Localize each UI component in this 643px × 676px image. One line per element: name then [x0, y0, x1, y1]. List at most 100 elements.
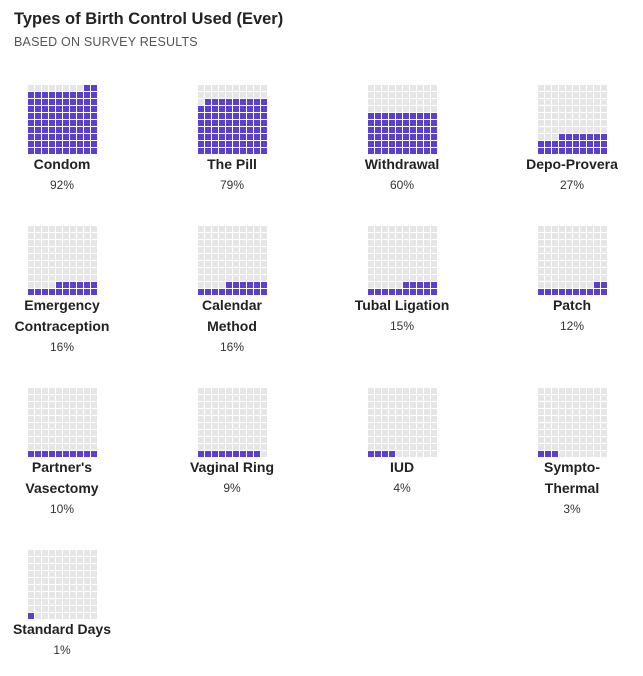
waffle-cell-empty	[28, 254, 34, 260]
waffle-cell-empty	[587, 99, 593, 105]
waffle-cell-empty	[84, 578, 90, 584]
waffle-cell-empty	[219, 430, 225, 436]
waffle-cell-empty	[587, 388, 593, 394]
waffle-cell-filled	[254, 148, 260, 154]
waffle-panel: Partner's Vasectomy 10%	[25, 388, 99, 516]
waffle-cell-empty	[91, 395, 97, 401]
waffle-cell-empty	[198, 409, 204, 415]
waffle-cell-filled	[42, 120, 48, 126]
category-value: 16%	[50, 340, 74, 354]
waffle-cell-empty	[70, 416, 76, 422]
waffle-cell-empty	[254, 444, 260, 450]
waffle-cell-filled	[233, 451, 239, 457]
waffle-cell-filled	[212, 99, 218, 105]
waffle-cell-filled	[375, 120, 381, 126]
waffle-cell-empty	[91, 571, 97, 577]
waffle-cell-filled	[431, 127, 437, 133]
waffle-cell-empty	[240, 226, 246, 232]
waffle-cell-filled	[198, 134, 204, 140]
waffle-cell-empty	[219, 247, 225, 253]
waffle-cell-empty	[601, 226, 607, 232]
category-label: Patch	[553, 297, 591, 313]
waffle-cell-empty	[91, 240, 97, 246]
waffle-cell-empty	[424, 275, 430, 281]
waffle-cell-empty	[91, 613, 97, 619]
waffle-cell-filled	[566, 134, 572, 140]
waffle-cell-empty	[368, 261, 374, 267]
waffle-cell-filled	[49, 141, 55, 147]
waffle-cell-empty	[538, 226, 544, 232]
waffle-cell-filled	[247, 289, 253, 295]
waffle-cell-empty	[552, 437, 558, 443]
waffle-cell-empty	[410, 106, 416, 112]
waffle-cell-filled	[91, 282, 97, 288]
waffle-cell-empty	[205, 85, 211, 91]
waffle-cell-empty	[240, 402, 246, 408]
waffle-cell-empty	[49, 423, 55, 429]
waffle-cell-filled	[212, 148, 218, 154]
waffle-cell-empty	[91, 247, 97, 253]
waffle-cell-empty	[254, 233, 260, 239]
waffle-cell-empty	[375, 254, 381, 260]
waffle-cell-empty	[35, 402, 41, 408]
waffle-cell-empty	[261, 388, 267, 394]
waffle-cell-empty	[601, 402, 607, 408]
waffle-cell-empty	[28, 261, 34, 267]
waffle-cell-empty	[403, 451, 409, 457]
waffle-cell-empty	[538, 247, 544, 253]
category-label: Condom	[34, 156, 91, 172]
waffle-cell-empty	[410, 437, 416, 443]
waffle-cell-empty	[233, 233, 239, 239]
waffle-cell-empty	[368, 268, 374, 274]
waffle-cell-empty	[431, 99, 437, 105]
waffle-cell-empty	[368, 99, 374, 105]
waffle-cell-filled	[573, 134, 579, 140]
waffle-cell-empty	[49, 557, 55, 563]
waffle-cell-empty	[601, 120, 607, 126]
waffle-cell-empty	[424, 444, 430, 450]
waffle-cell-empty	[247, 395, 253, 401]
waffle-cell-empty	[545, 268, 551, 274]
waffle-cell-filled	[63, 134, 69, 140]
waffle-cell-empty	[566, 395, 572, 401]
waffle-cell-empty	[389, 416, 395, 422]
waffle-cell-empty	[573, 233, 579, 239]
waffle-cell-empty	[538, 106, 544, 112]
waffle-cell-empty	[552, 402, 558, 408]
waffle-cell-empty	[559, 85, 565, 91]
waffle-cell-filled	[70, 127, 76, 133]
waffle-cell-empty	[375, 430, 381, 436]
waffle-cell-empty	[538, 402, 544, 408]
waffle-cell-empty	[594, 268, 600, 274]
category-label: Emergency	[24, 297, 100, 313]
waffle-cell-empty	[261, 240, 267, 246]
waffle-cell-empty	[431, 275, 437, 281]
waffle-cell-empty	[91, 564, 97, 570]
waffle-cell-empty	[566, 409, 572, 415]
waffle-cell-empty	[389, 388, 395, 394]
waffle-cell-empty	[382, 409, 388, 415]
waffle-cell-empty	[594, 409, 600, 415]
waffle-cell-empty	[573, 99, 579, 105]
waffle-cell-empty	[63, 550, 69, 556]
waffle-cell-filled	[198, 451, 204, 457]
waffle-cell-empty	[219, 388, 225, 394]
waffle-cell-empty	[56, 226, 62, 232]
waffle-cell-empty	[212, 275, 218, 281]
waffle-cell-empty	[396, 402, 402, 408]
waffle-cell-empty	[56, 564, 62, 570]
waffle-cell-filled	[219, 99, 225, 105]
waffle-cell-empty	[594, 113, 600, 119]
waffle-cell-filled	[28, 289, 34, 295]
waffle-cell-empty	[545, 92, 551, 98]
category-label: Thermal	[545, 480, 599, 496]
waffle-cell-empty	[70, 437, 76, 443]
waffle-cell-empty	[431, 451, 437, 457]
waffle-cell-filled	[601, 134, 607, 140]
waffle-cell-filled	[56, 282, 62, 288]
waffle-cell-empty	[84, 437, 90, 443]
waffle-cell-filled	[205, 99, 211, 105]
waffle-cell-empty	[573, 92, 579, 98]
waffle-cell-empty	[226, 254, 232, 260]
waffle-cell-empty	[382, 402, 388, 408]
